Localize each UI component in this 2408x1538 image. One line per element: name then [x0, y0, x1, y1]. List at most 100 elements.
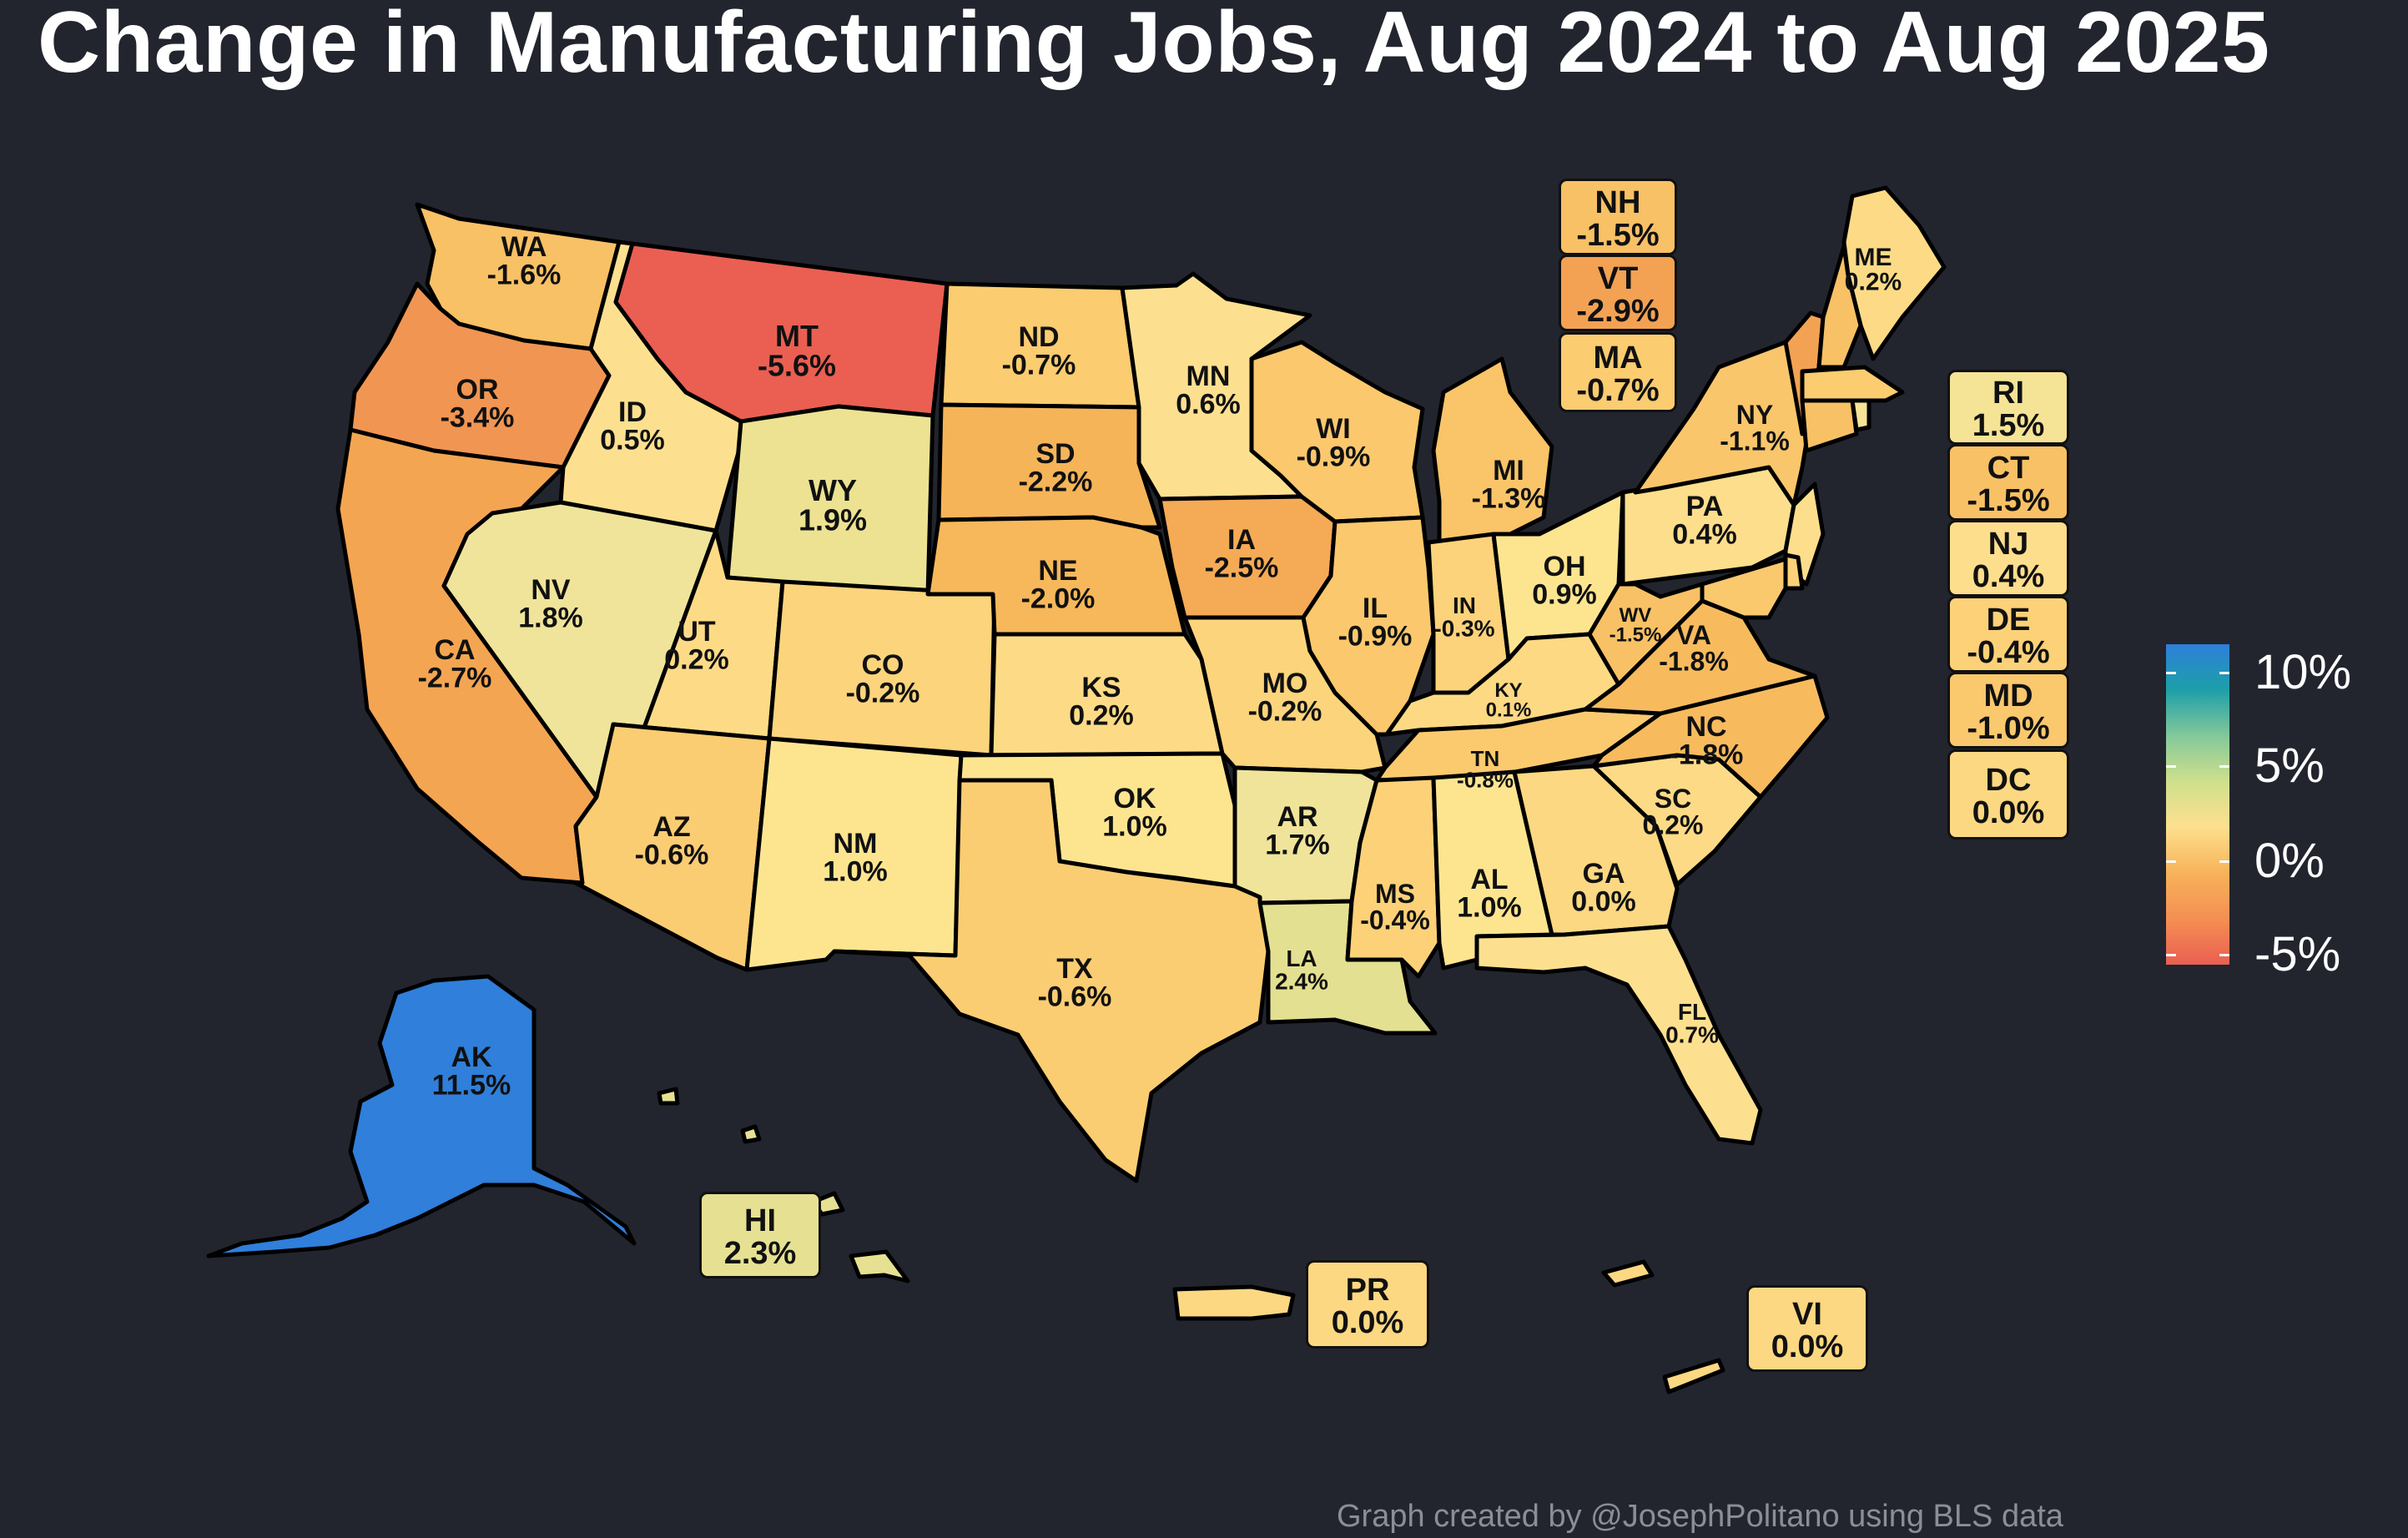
state-value-mn: 0.6%: [1176, 388, 1241, 420]
state-box-dc: DC 0.0%: [1947, 749, 2069, 840]
state-value-ms: -0.4%: [1360, 905, 1430, 935]
state-box-abbr: NH: [1594, 185, 1641, 221]
state-box-abbr: CT: [1987, 451, 2030, 487]
state-label-nm: NM: [834, 828, 878, 860]
state-shape-de: [1783, 552, 1805, 591]
state-label-or: OR: [456, 374, 499, 406]
state-box-de: DE -0.4%: [1947, 596, 2069, 673]
state-label-ok: OK: [1114, 783, 1156, 814]
state-box-abbr: MD: [1983, 678, 2033, 714]
state-box-value: -2.9%: [1576, 293, 1660, 329]
state-value-ia: -2.5%: [1205, 552, 1279, 583]
state-shape-ma: [1800, 365, 1905, 403]
state-label-tn: TN: [1471, 746, 1500, 771]
state-label-tx: TX: [1056, 953, 1093, 985]
legend-label: -5%: [2254, 927, 2341, 981]
state-label-ar: AR: [1277, 801, 1317, 833]
state-box-value: -1.5%: [1576, 217, 1660, 253]
legend-label: 5%: [2254, 739, 2325, 793]
state-box-nj: NJ 0.4%: [1947, 520, 2069, 597]
state-box-abbr: HI: [744, 1203, 776, 1239]
state-box-vt: VT -2.9%: [1559, 255, 1677, 331]
state-shape-pr: [1172, 1284, 1296, 1321]
state-label-in: IN: [1453, 593, 1476, 618]
state-box-value: -1.0%: [1967, 710, 2050, 746]
state-value-nc: -1.8%: [1670, 739, 1744, 770]
state-box-value: -1.5%: [1967, 482, 2050, 518]
state-value-az: -0.6%: [635, 839, 709, 870]
state-value-wa: -1.6%: [487, 259, 562, 290]
state-value-tn: -0.8%: [1457, 767, 1514, 792]
legend-label: 10%: [2254, 645, 2352, 699]
state-value-in: -0.3%: [1433, 615, 1494, 641]
state-value-oh: 0.9%: [1532, 578, 1597, 610]
state-value-mo: -0.2%: [1248, 695, 1322, 727]
state-shape-ca: [335, 427, 599, 885]
state-shape-wi: [1249, 340, 1425, 524]
state-box-abbr: PR: [1345, 1273, 1390, 1309]
state-value-ok: 1.0%: [1102, 810, 1167, 842]
state-box-value: 0.4%: [1972, 558, 2045, 594]
state-label-mt: MT: [775, 319, 819, 353]
state-value-me: 0.2%: [1845, 268, 1902, 295]
state-value-mi: -1.3%: [1472, 482, 1546, 514]
state-label-fl: FL: [1678, 999, 1706, 1025]
state-label-ut: UT: [678, 616, 716, 648]
state-label-ny: NY: [1736, 400, 1773, 430]
state-label-la: LA: [1286, 945, 1317, 971]
state-value-co: -0.2%: [846, 677, 920, 708]
state-box-abbr: VT: [1597, 261, 1639, 297]
legend-tick: [2166, 860, 2176, 863]
state-shape-hi: [657, 1087, 680, 1106]
legend-label: 0%: [2254, 834, 2325, 888]
legend-tick: [2166, 954, 2176, 956]
state-label-wy: WY: [809, 473, 857, 507]
legend-tick: [2166, 765, 2176, 768]
state-label-ks: KS: [1081, 672, 1121, 703]
state-box-value: -0.7%: [1576, 372, 1660, 408]
state-box-value: 1.5%: [1972, 407, 2045, 443]
state-value-al: 1.0%: [1457, 891, 1522, 923]
state-label-ca: CA: [434, 634, 475, 666]
state-value-wv: -1.5%: [1610, 624, 1662, 647]
state-box-value: 0.0%: [1972, 794, 2045, 830]
state-box-value: 0.0%: [1331, 1304, 1404, 1340]
state-label-oh: OH: [1544, 551, 1586, 582]
state-label-sc: SC: [1655, 784, 1691, 814]
state-value-pa: 0.4%: [1672, 518, 1737, 550]
state-label-mi: MI: [1493, 455, 1524, 487]
state-label-mn: MN: [1186, 361, 1231, 392]
state-box-hi: HI 2.3%: [699, 1192, 821, 1278]
state-label-wi: WI: [1316, 413, 1351, 445]
state-label-co: CO: [862, 649, 904, 681]
state-box-abbr: RI: [1992, 376, 2024, 411]
state-value-ky: 0.1%: [1486, 699, 1532, 722]
state-shape-wy: [725, 404, 935, 597]
state-shape-vi: [1601, 1259, 1655, 1288]
state-label-ms: MS: [1375, 879, 1415, 909]
state-value-or: -3.4%: [441, 401, 515, 433]
state-box-ri: RI 1.5%: [1947, 370, 2069, 445]
state-value-nv: 1.8%: [518, 602, 583, 633]
state-box-abbr: NJ: [1987, 527, 2029, 562]
state-shape-tx: [832, 778, 1271, 1183]
state-label-wa: WA: [501, 231, 547, 263]
state-shape-nh: [1816, 244, 1863, 370]
state-label-nd: ND: [1018, 321, 1059, 353]
state-label-il: IL: [1363, 593, 1388, 624]
state-shape-nc: [1591, 673, 1830, 799]
state-label-ia: IA: [1227, 524, 1256, 556]
state-box-ct: CT -1.5%: [1947, 444, 2069, 521]
state-label-ak: AK: [451, 1041, 492, 1073]
map-title: Change in Manufacturing Jobs, Aug 2024 t…: [38, 0, 2270, 91]
legend-tick: [2219, 765, 2229, 768]
state-shape-hi: [740, 1124, 762, 1144]
legend-tick: [2219, 860, 2229, 863]
state-box-abbr: DC: [1985, 763, 2032, 799]
state-box-abbr: MA: [1593, 340, 1643, 376]
state-label-al: AL: [1470, 864, 1508, 895]
state-box-md: MD -1.0%: [1947, 672, 2069, 749]
state-value-mt: -5.6%: [758, 348, 836, 382]
state-value-ak: 11.5%: [432, 1069, 511, 1101]
